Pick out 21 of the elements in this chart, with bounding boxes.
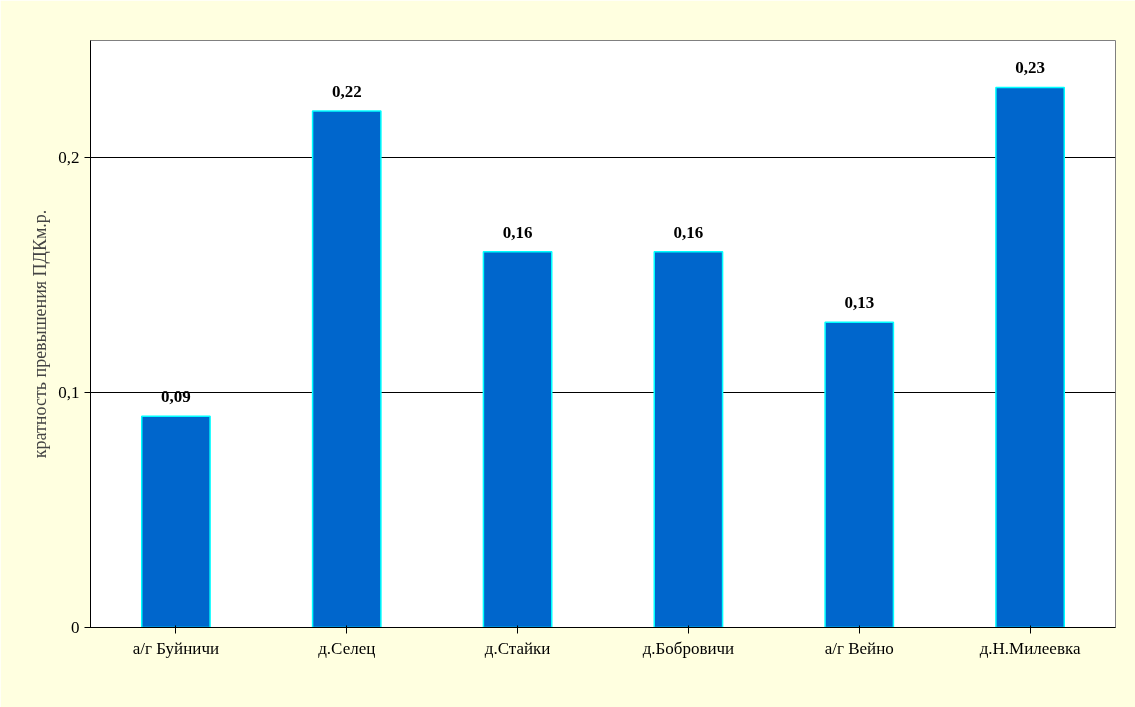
x-tick-label: д.Бобровичи: [642, 638, 735, 658]
bar: [995, 86, 1065, 628]
data-label: 0,16: [673, 222, 704, 242]
bar: [141, 415, 211, 628]
y-axis-title: кратность превышения ПДКм.р.: [30, 209, 51, 459]
bar: [311, 110, 382, 628]
x-tick-label: д.Селец: [318, 638, 376, 658]
data-label: 0,22: [331, 81, 362, 101]
bar: [482, 251, 553, 628]
x-tick-label: а/г Вейно: [824, 638, 894, 658]
data-label: 0,23: [1015, 58, 1045, 78]
x-tick-label: д.Н.Милеевка: [979, 638, 1081, 658]
bar: [653, 251, 724, 628]
y-tick-label: 0: [71, 618, 80, 637]
y-tick-label: 0,2: [58, 148, 80, 168]
bar: [824, 321, 895, 628]
data-label: 0,16: [502, 222, 533, 242]
x-tick-label: а/г Буйничи: [132, 638, 220, 658]
y-tick-label: 0,1: [58, 383, 80, 403]
data-label: 0,13: [844, 293, 875, 313]
x-tick-label: д.Стайки: [484, 638, 551, 658]
